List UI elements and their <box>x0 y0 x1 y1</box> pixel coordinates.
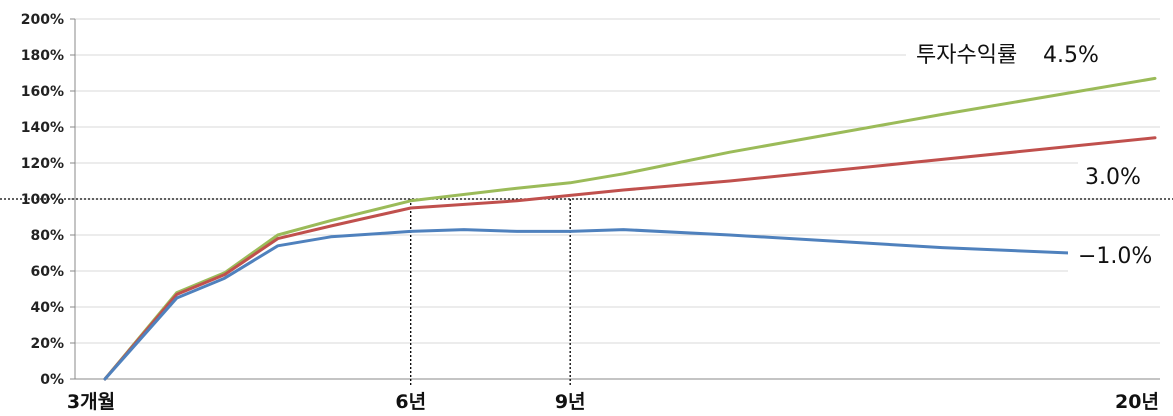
y-tick-label: 180% <box>21 48 64 64</box>
y-tick-label: 60% <box>30 264 64 280</box>
y-tick-label: 140% <box>21 120 64 136</box>
y-tick-label: 160% <box>21 84 64 100</box>
y-tick-label: 100% <box>21 192 64 208</box>
y-tick-label: 40% <box>30 300 64 316</box>
series-label-3-0: 3.0% <box>1085 165 1141 190</box>
reference-lines <box>0 198 1173 385</box>
x-tick-label: 20년 <box>1115 391 1159 413</box>
series-line <box>103 76 1157 381</box>
x-tick-label: 6년 <box>395 391 426 413</box>
y-tick-label: 200% <box>21 12 64 28</box>
legend-title: 투자수익률 <box>916 43 1017 68</box>
x-tick-labels: 3개월 6년 9년 20년 <box>67 391 1159 413</box>
y-tick-label: 20% <box>30 336 64 352</box>
y-tick-label: 0% <box>40 372 64 388</box>
series-label-4-5: 4.5% <box>1043 43 1099 68</box>
y-tick-label: 80% <box>30 228 64 244</box>
series-line <box>103 228 1157 381</box>
series-labels: 투자수익률 4.5% 3.0% −1.0% <box>906 33 1161 296</box>
axes <box>70 18 1160 380</box>
x-tick-label: 9년 <box>555 391 586 413</box>
y-tick-label: 120% <box>21 156 64 172</box>
x-tick-label: 3개월 <box>67 391 115 413</box>
series-lines <box>103 76 1157 381</box>
series-label-minus-1-0: −1.0% <box>1078 244 1152 269</box>
y-tick-labels: 0% 20% 40% 60% 80% 100% 120% 140% 160% 180% 200% <box>21 12 64 388</box>
series-line <box>103 136 1157 381</box>
